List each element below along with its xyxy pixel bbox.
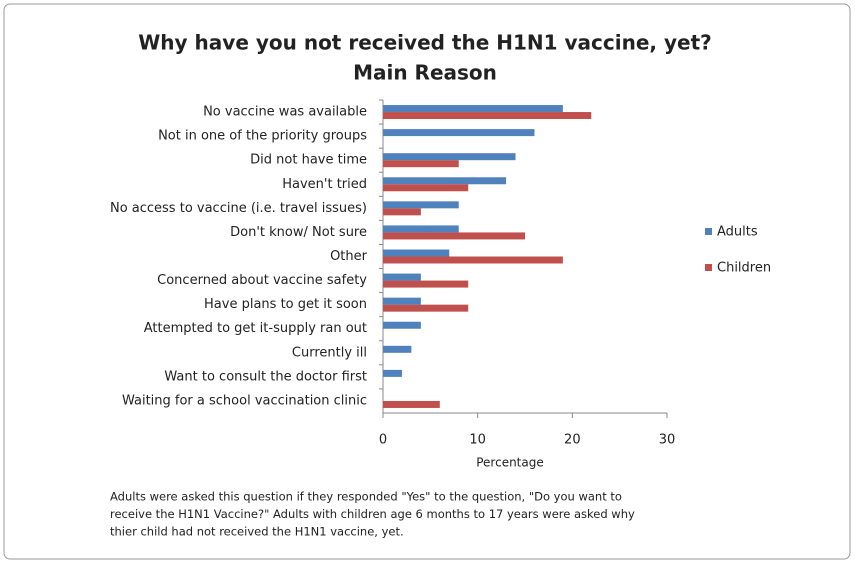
legend-label: Adults <box>717 225 758 240</box>
bar <box>383 304 469 312</box>
chart-subtitle: Main Reason <box>353 61 497 85</box>
y-tick-label: Not in one of the priority groups <box>158 129 367 144</box>
footnote: thier child had not received the H1N1 va… <box>110 525 404 539</box>
y-tick-label: Attempted to get it-supply ran out <box>144 321 367 336</box>
bar <box>383 184 469 192</box>
y-tick-label: No access to vaccine (i.e. travel issues… <box>110 201 367 216</box>
bar <box>383 297 421 305</box>
x-tick-label: 10 <box>469 433 486 448</box>
bar <box>383 112 592 120</box>
y-tick-label: Concerned about vaccine safety <box>157 273 367 288</box>
bar <box>383 225 459 233</box>
bar <box>383 273 421 281</box>
bar <box>383 280 469 288</box>
y-tick-label: Waiting for a school vaccination clinic <box>122 393 367 408</box>
y-tick-label: Haven't tried <box>282 177 367 192</box>
legend-swatch <box>705 264 712 271</box>
bar <box>383 369 402 377</box>
bar <box>383 345 412 353</box>
bar <box>383 105 563 113</box>
bar <box>383 232 525 240</box>
y-tick-label: Currently ill <box>292 345 367 360</box>
bar <box>383 160 459 168</box>
legend-label: Children <box>717 261 771 276</box>
x-tick-label: 0 <box>379 433 387 448</box>
bar <box>383 249 450 257</box>
footnote: Adults were asked this question if they … <box>110 490 622 504</box>
chart-title: Why have you not received the H1N1 vacci… <box>138 31 712 55</box>
y-tick-label: No vaccine was available <box>203 105 367 120</box>
bar <box>383 177 507 185</box>
y-tick-label: Don't know/ Not sure <box>230 225 367 240</box>
x-axis-label: Percentage <box>476 456 544 470</box>
bar <box>383 201 459 209</box>
bar <box>383 256 563 264</box>
bar <box>383 321 421 329</box>
y-tick-label: Have plans to get it soon <box>204 297 367 312</box>
bar <box>383 129 535 137</box>
footnote: receive the H1N1 Vaccine?" Adults with c… <box>110 507 635 521</box>
chart-border <box>3 3 851 560</box>
bar <box>383 208 421 216</box>
y-tick-label: Other <box>330 249 368 264</box>
bar <box>383 400 440 408</box>
x-tick-label: 30 <box>659 433 676 448</box>
bar <box>383 153 516 161</box>
x-tick-label: 20 <box>564 433 581 448</box>
y-tick-label: Want to consult the doctor first <box>164 369 367 384</box>
y-tick-label: Did not have time <box>250 153 367 168</box>
legend-swatch <box>705 228 712 235</box>
